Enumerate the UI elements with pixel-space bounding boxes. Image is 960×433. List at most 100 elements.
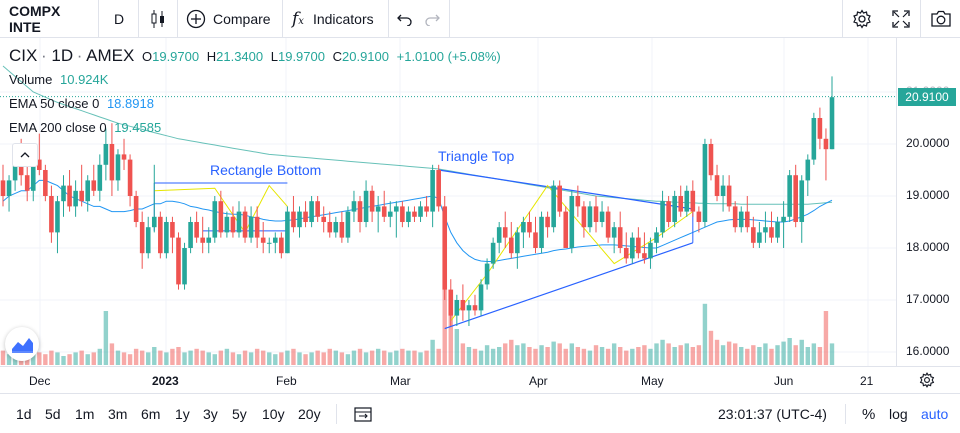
range-1y[interactable]: 1y bbox=[175, 406, 190, 422]
candle-body bbox=[61, 185, 66, 202]
volume-bar bbox=[666, 343, 671, 365]
candle-body bbox=[91, 180, 97, 191]
candle-body bbox=[115, 154, 121, 181]
volume-bar bbox=[472, 348, 478, 365]
volume-bar bbox=[787, 338, 792, 365]
range-3y[interactable]: 3y bbox=[203, 406, 218, 422]
volume-bar bbox=[109, 343, 115, 365]
volume-bar bbox=[478, 350, 484, 365]
volume-bar bbox=[194, 348, 199, 365]
divider bbox=[449, 0, 450, 38]
range-20y[interactable]: 20y bbox=[298, 406, 321, 422]
indicators-label: Indicators bbox=[312, 11, 374, 27]
time-tick: Mar bbox=[390, 374, 411, 388]
candle-body bbox=[381, 206, 387, 217]
candle-body bbox=[73, 190, 78, 207]
symbol-search[interactable]: COMPX INTE bbox=[9, 3, 61, 35]
candle-body bbox=[224, 216, 230, 233]
range-5y[interactable]: 5y bbox=[232, 406, 247, 422]
candle-body bbox=[79, 190, 84, 202]
candle-body bbox=[642, 253, 647, 259]
undo-button[interactable] bbox=[397, 0, 413, 38]
candle-body bbox=[636, 237, 641, 254]
compare-button[interactable]: Compare bbox=[186, 0, 271, 38]
time-axis[interactable]: Dec 2023 Feb Mar Apr May Jun 21 bbox=[0, 366, 960, 394]
volume-bar bbox=[424, 350, 429, 365]
collapse-legend-button[interactable] bbox=[12, 143, 38, 167]
snapshot-button[interactable] bbox=[930, 0, 952, 38]
candle-body bbox=[829, 97, 835, 150]
volume-bar bbox=[484, 345, 490, 365]
volume-bar bbox=[67, 354, 72, 365]
divider bbox=[98, 0, 99, 38]
candle-body bbox=[85, 180, 91, 202]
range-5d[interactable]: 5d bbox=[45, 406, 61, 422]
top-toolbar: COMPX INTE D Compare fx Indicators bbox=[0, 0, 960, 38]
settings-button[interactable] bbox=[852, 0, 872, 38]
legend-volume[interactable]: Volume 10.924K bbox=[9, 72, 108, 87]
volume-bar bbox=[369, 350, 375, 365]
volume-bar bbox=[515, 345, 520, 365]
candle-body bbox=[442, 206, 448, 290]
range-3m[interactable]: 3m bbox=[108, 406, 128, 422]
volume-bar bbox=[708, 330, 714, 365]
ema200-line bbox=[2, 65, 833, 205]
candle-body bbox=[744, 211, 750, 228]
redo-button[interactable] bbox=[424, 0, 440, 38]
candle-body bbox=[581, 206, 587, 228]
range-10y[interactable]: 10y bbox=[262, 406, 285, 422]
candle-body bbox=[109, 144, 115, 181]
range-6m[interactable]: 6m bbox=[141, 406, 161, 422]
interval-button[interactable]: D bbox=[114, 11, 125, 27]
divider bbox=[920, 0, 921, 38]
time-tick: Jun bbox=[774, 374, 794, 388]
legend-ema200[interactable]: EMA 200 close 0 19.4585 bbox=[9, 120, 161, 135]
grid bbox=[0, 38, 896, 366]
function-icon: fx bbox=[292, 9, 304, 29]
range-1m[interactable]: 1m bbox=[75, 406, 95, 422]
candle-body bbox=[533, 232, 538, 248]
candle-body bbox=[496, 227, 502, 243]
pattern-label-triangle: Triangle Top bbox=[438, 148, 514, 164]
percent-scale-toggle[interactable]: % bbox=[862, 405, 876, 423]
indicators-button[interactable]: fx Indicators bbox=[292, 0, 374, 38]
price-tick: 20.0000 bbox=[906, 136, 950, 150]
volume-bar bbox=[775, 345, 780, 365]
time-tick: Dec bbox=[29, 374, 51, 388]
range-1d[interactable]: 1d bbox=[16, 406, 32, 422]
candle-body bbox=[394, 206, 399, 212]
fullscreen-icon bbox=[892, 10, 910, 28]
candles-icon bbox=[151, 10, 164, 28]
tradingview-logo[interactable] bbox=[5, 327, 39, 361]
volume-bar bbox=[569, 343, 575, 365]
auto-scale-toggle[interactable]: auto bbox=[921, 406, 949, 422]
volume-bar bbox=[611, 343, 617, 365]
candle-body bbox=[654, 232, 659, 243]
price-chart[interactable]: Rectangle Bottom Triangle Top bbox=[0, 38, 960, 366]
log-scale-toggle[interactable]: log bbox=[889, 406, 908, 422]
clock-timezone[interactable]: 23:01:37 (UTC-4) bbox=[718, 406, 827, 422]
volume-bar bbox=[563, 348, 568, 365]
candle-body bbox=[672, 196, 677, 222]
volume-bar bbox=[539, 345, 544, 365]
volume-bar bbox=[575, 347, 581, 365]
volume-bar bbox=[490, 348, 496, 365]
candle-body bbox=[151, 216, 157, 228]
ema200-value: 19.4585 bbox=[114, 120, 162, 135]
legend-ema50[interactable]: EMA 50 close 0 18.8918 bbox=[9, 96, 154, 111]
axis-settings-button[interactable] bbox=[919, 372, 935, 393]
candle-body bbox=[430, 170, 435, 212]
candle-body bbox=[605, 211, 611, 238]
volume-bar bbox=[648, 348, 653, 365]
last-price-badge: 20.9100 bbox=[898, 88, 956, 106]
date-range-button[interactable] bbox=[354, 395, 372, 433]
volume-bar bbox=[254, 348, 260, 365]
volume-bar bbox=[321, 352, 326, 365]
candle-body bbox=[418, 206, 423, 217]
legend-ohlc: CIX · 1D · AMEX O19.9700 H21.3400 L19.97… bbox=[9, 46, 501, 65]
fullscreen-button[interactable] bbox=[892, 0, 910, 38]
chart-style-button[interactable] bbox=[150, 0, 166, 38]
legend-change: +1.0100 (+5.08%) bbox=[396, 49, 501, 64]
candle-body bbox=[37, 159, 42, 170]
legend-interval: 1D bbox=[51, 46, 74, 65]
